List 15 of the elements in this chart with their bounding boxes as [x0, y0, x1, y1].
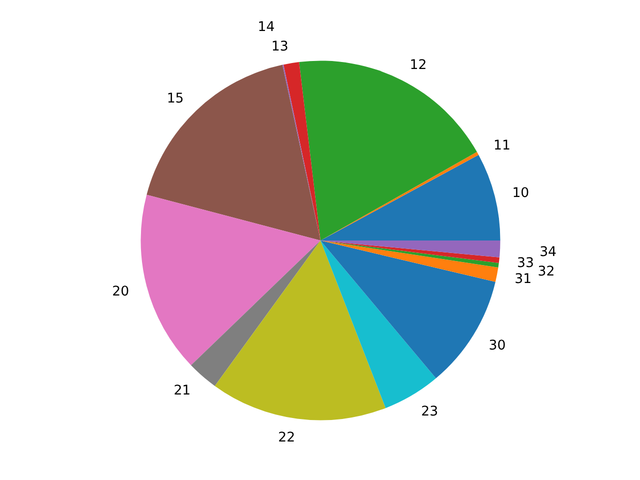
slice-label: 13	[271, 39, 288, 54]
slice-label: 10	[512, 186, 530, 201]
slice-label: 22	[278, 430, 296, 446]
slice-label: 31	[514, 272, 532, 288]
slice-label: 12	[410, 58, 427, 74]
slice-label: 11	[493, 138, 510, 154]
slice-label: 30	[488, 338, 506, 354]
slice-label: 32	[538, 264, 555, 280]
slice-label: 15	[166, 92, 184, 107]
slice-label: 23	[421, 404, 438, 420]
slice-label: 34	[540, 244, 557, 260]
slice-label: 14	[258, 20, 275, 36]
slice-label: 20	[112, 284, 130, 300]
slice-label: 33	[517, 256, 534, 272]
slice-label: 21	[174, 384, 191, 399]
